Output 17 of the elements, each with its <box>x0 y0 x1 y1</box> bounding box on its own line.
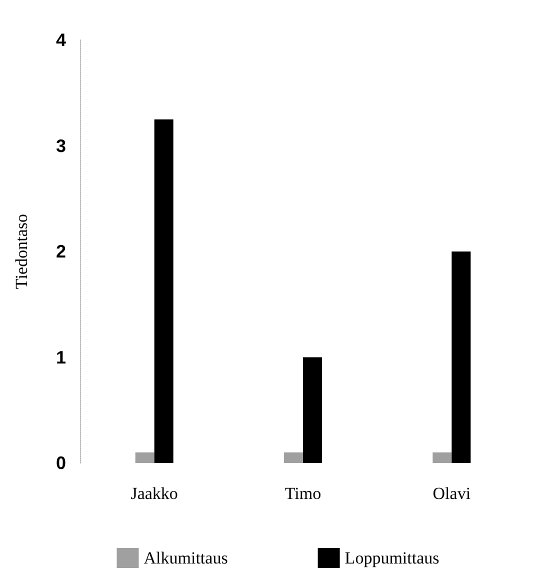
legend-label: Loppumittaus <box>344 548 440 568</box>
y-tick-label: 1 <box>56 347 66 368</box>
x-tick-label: Olavi <box>432 484 471 503</box>
bar <box>452 252 471 463</box>
y-tick-label: 2 <box>56 242 66 262</box>
legend-label: Alkumittaus <box>144 548 228 568</box>
y-tick-label: 4 <box>56 30 66 50</box>
y-tick-label: 0 <box>56 453 66 473</box>
x-tick-label: Timo <box>284 484 322 503</box>
x-tick-label: Jaakko <box>130 484 178 503</box>
bar <box>303 357 322 463</box>
bar <box>135 452 154 463</box>
bar <box>284 452 303 463</box>
bar <box>432 452 452 463</box>
bar <box>154 119 174 463</box>
y-tick-label: 3 <box>56 136 66 156</box>
y-axis-title: Tiedontaso <box>12 214 31 289</box>
